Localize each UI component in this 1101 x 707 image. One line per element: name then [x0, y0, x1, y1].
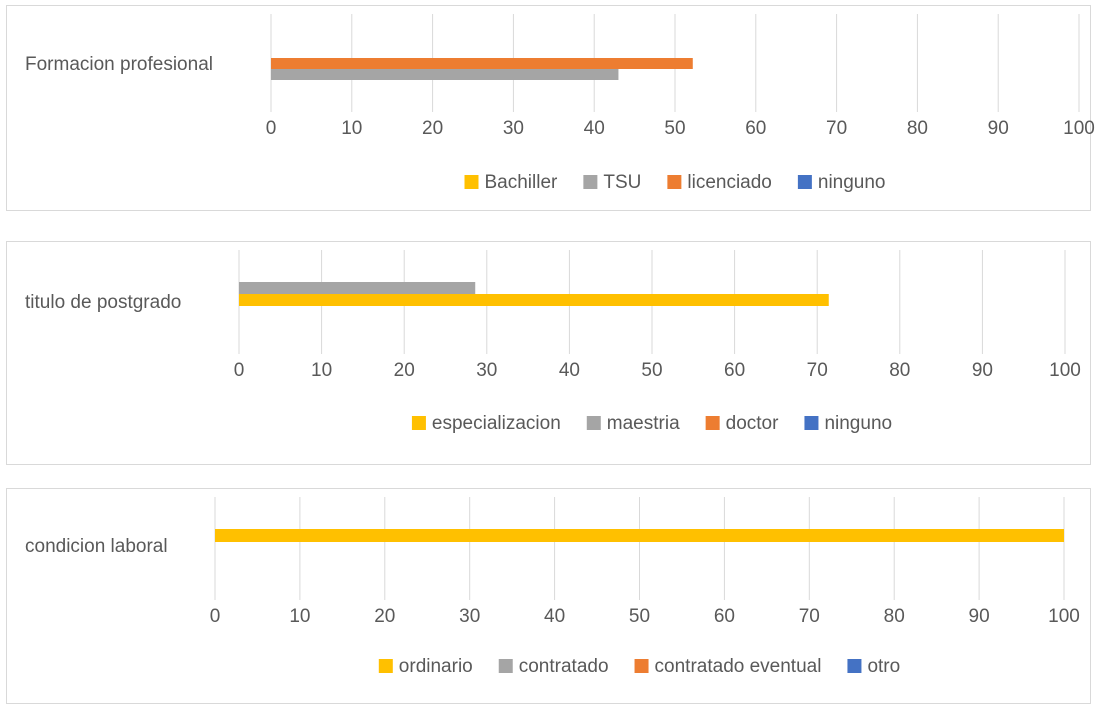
legend-label[interactable]: ninguno: [818, 172, 886, 193]
legend-swatch: [705, 416, 720, 430]
tick-label: 10: [289, 606, 310, 627]
tick-label: 60: [724, 360, 745, 381]
tick-label: 60: [745, 118, 766, 139]
tick-label: 80: [907, 118, 928, 139]
tick-label: 100: [1063, 118, 1095, 139]
legend-label[interactable]: ordinario: [399, 656, 473, 677]
chart-panel: condicion laboral 0 10 20 30 40 50 60 70 80 90 100 o…: [6, 488, 1091, 704]
tick-label: 30: [459, 606, 480, 627]
chart-svg: titulo de postgrado 0 10 20 30 40 50 60 70 80 90 10…: [25, 250, 1081, 434]
tick-label: 40: [559, 360, 580, 381]
tick-label: 20: [422, 118, 443, 139]
tick-label: 70: [826, 118, 847, 139]
tick-label: 70: [807, 360, 828, 381]
legend-label[interactable]: especializacion: [432, 413, 561, 434]
tick-label: 30: [503, 118, 524, 139]
legend-swatch: [847, 659, 862, 673]
tick-label: 80: [889, 360, 910, 381]
tick-label: 100: [1048, 606, 1080, 627]
tick-label: 60: [714, 606, 735, 627]
tick-label: 40: [544, 606, 565, 627]
legend: ordinario contratado contratado eventual ot…: [378, 656, 900, 677]
tick-label: 20: [394, 360, 415, 381]
tick-label: 50: [664, 118, 685, 139]
tick-label: 0: [266, 118, 277, 139]
legend-label[interactable]: contratado eventual: [655, 656, 822, 677]
legend-swatch: [634, 659, 649, 673]
tick-label: 30: [476, 360, 497, 381]
bar-licenciado: [271, 58, 693, 69]
legend-label[interactable]: ninguno: [824, 413, 892, 434]
bar-TSU: [271, 69, 619, 80]
legend-swatch: [667, 175, 682, 189]
tick-label: 0: [234, 360, 245, 381]
legend-swatch: [378, 659, 393, 673]
tick-label: 90: [969, 606, 990, 627]
bar-especializacion: [239, 294, 829, 306]
legend-swatch: [411, 416, 426, 430]
legend-swatch: [583, 175, 598, 189]
legend-label[interactable]: Bachiller: [485, 172, 559, 193]
tick-label: 70: [799, 606, 820, 627]
legend-label[interactable]: doctor: [726, 413, 779, 434]
legend-swatch: [464, 175, 479, 189]
legend-swatch: [586, 416, 601, 430]
tick-label: 10: [341, 118, 362, 139]
tick-label: 20: [374, 606, 395, 627]
legend: especializacion maestria doctor ninguno: [411, 413, 892, 434]
legend-swatch: [797, 175, 812, 189]
tick-label: 0: [210, 606, 221, 627]
chart-svg: condicion laboral 0 10 20 30 40 50 60 70 80 90 100 o…: [25, 497, 1080, 677]
tick-label: 50: [629, 606, 650, 627]
tick-label: 50: [641, 360, 662, 381]
category-label: condicion laboral: [25, 536, 168, 557]
legend: Bachiller TSU licenciado ninguno: [464, 172, 886, 193]
tick-label: 90: [972, 360, 993, 381]
tick-label: 40: [584, 118, 605, 139]
legend-label[interactable]: licenciado: [687, 172, 772, 193]
chart-panel: Formacion profesional 0 10 20 30 40 50 60 70 80 90…: [6, 5, 1095, 211]
legend-label[interactable]: TSU: [603, 172, 641, 193]
category-label: titulo de postgrado: [25, 292, 181, 313]
tick-label: 90: [988, 118, 1009, 139]
tick-label: 100: [1049, 360, 1081, 381]
tick-label: 10: [311, 360, 332, 381]
chart-panel: titulo de postgrado 0 10 20 30 40 50 60 70 80 90 10…: [6, 241, 1091, 465]
legend-swatch: [498, 659, 513, 673]
legend-label[interactable]: otro: [867, 656, 900, 677]
bar-ordinario: [215, 529, 1064, 542]
category-label: Formacion profesional: [25, 54, 213, 75]
legend-swatch: [804, 416, 819, 430]
legend-label[interactable]: contratado: [519, 656, 609, 677]
tick-label: 80: [884, 606, 905, 627]
chart-svg: Formacion profesional 0 10 20 30 40 50 60 70 80 90…: [25, 14, 1095, 193]
legend-label[interactable]: maestria: [607, 413, 680, 434]
bar-maestria: [239, 282, 476, 294]
